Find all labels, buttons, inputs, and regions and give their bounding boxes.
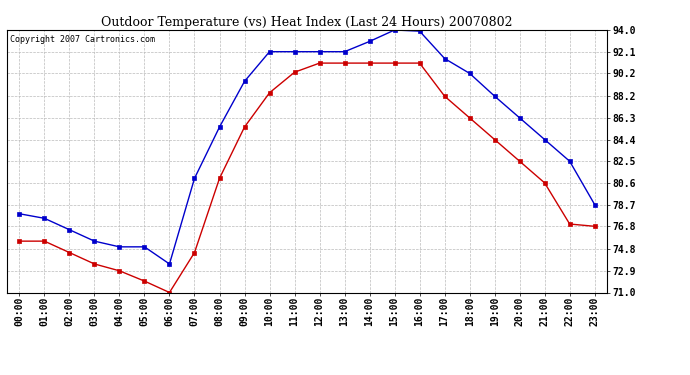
Text: Copyright 2007 Cartronics.com: Copyright 2007 Cartronics.com <box>10 35 155 44</box>
Title: Outdoor Temperature (vs) Heat Index (Last 24 Hours) 20070802: Outdoor Temperature (vs) Heat Index (Las… <box>101 16 513 29</box>
